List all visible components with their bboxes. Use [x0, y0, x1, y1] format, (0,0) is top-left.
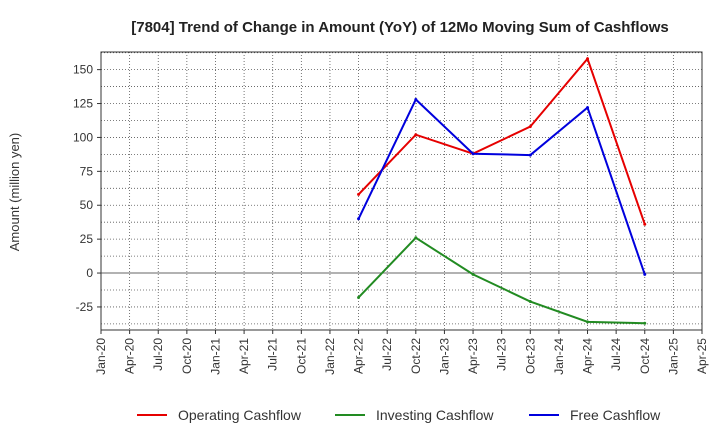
data-point [643, 222, 647, 226]
data-point [586, 57, 590, 61]
data-point [528, 300, 532, 304]
x-tick-label: Apr-25 [695, 338, 709, 374]
plot-background [101, 52, 702, 330]
x-tick-label: Oct-21 [294, 338, 308, 374]
data-point [586, 320, 590, 324]
x-tick-label: Jul-22 [380, 338, 394, 371]
legend: Operating Cashflow Investing Cashflow Free… [137, 407, 661, 423]
y-tick-label: 50 [80, 198, 94, 212]
x-tick-label: Oct-22 [409, 338, 423, 374]
y-tick-label: 25 [80, 232, 94, 246]
y-tick-label: -25 [76, 300, 94, 314]
x-tick-label: Oct-20 [180, 338, 194, 374]
x-tick-label: Oct-23 [523, 338, 537, 374]
legend-label: Investing Cashflow [376, 407, 494, 423]
data-point [528, 125, 532, 129]
x-tick-label: Jan-22 [323, 338, 337, 375]
data-point [528, 153, 532, 157]
legend-label: Free Cashflow [570, 407, 661, 423]
y-axis-label: Amount (million yen) [7, 133, 22, 252]
x-tick-label: Jan-25 [666, 338, 680, 375]
x-tick-label: Jul-20 [151, 338, 165, 371]
data-point [471, 272, 475, 276]
series-line-operating-cashflow [357, 56, 646, 225]
data-point [357, 295, 361, 299]
data-point [357, 217, 361, 221]
data-point [414, 133, 418, 137]
data-point [414, 236, 418, 240]
legend-label: Operating Cashflow [178, 407, 302, 423]
x-tick-label: Jan-21 [208, 338, 222, 375]
x-tick-label: Apr-24 [581, 338, 595, 374]
y-tick-label: 0 [86, 266, 93, 280]
y-tick-label: 100 [73, 130, 93, 144]
data-point [586, 106, 590, 110]
x-tick-label: Apr-21 [237, 338, 251, 374]
data-point [414, 97, 418, 101]
data-point [357, 192, 361, 196]
x-tick-label: Oct-24 [638, 338, 652, 374]
x-tick-label: Jul-24 [609, 338, 623, 371]
series-line-investing-cashflow [357, 236, 645, 325]
series-line-free-cashflow [357, 97, 646, 275]
y-tick-label: 150 [73, 63, 93, 77]
x-tick-label: Jan-23 [437, 338, 451, 375]
y-tick-label: 125 [73, 97, 93, 111]
x-tick-label: Jan-20 [94, 338, 108, 375]
x-tick-label: Jan-24 [552, 338, 566, 375]
data-point [643, 321, 647, 325]
y-tick-label: 75 [80, 164, 94, 178]
chart-title: [7804] Trend of Change in Amount (YoY) o… [131, 19, 669, 36]
x-tick-label: Jul-23 [495, 338, 509, 371]
plot-frame [100, 51, 703, 331]
plot-area: 150 125 100 75 50 25 0 -25 Jan-20 Apr-20 Jul-20 Oct… [73, 51, 709, 375]
data-point [643, 272, 647, 276]
x-tick-label: Apr-23 [466, 338, 480, 374]
data-point [471, 152, 475, 156]
x-tick-label: Apr-20 [123, 338, 137, 374]
x-tick-label: Jul-21 [266, 338, 280, 371]
x-tick-label: Apr-22 [352, 338, 366, 374]
